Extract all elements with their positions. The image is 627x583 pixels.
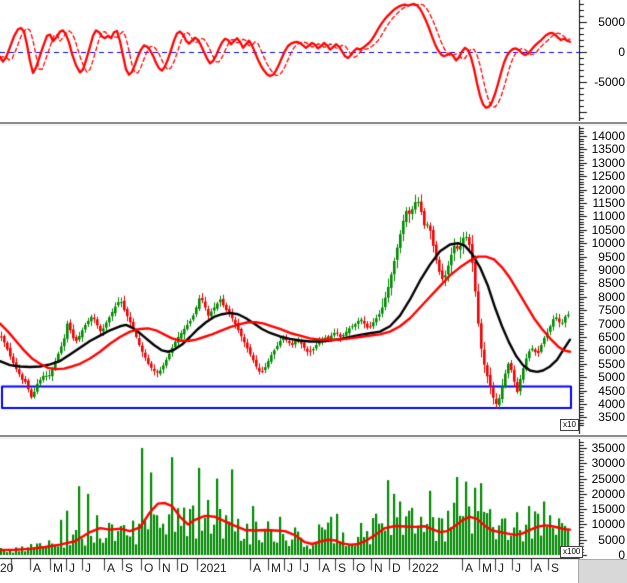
x-axis-label: O bbox=[356, 561, 366, 575]
price-ytick-label: 12500 bbox=[591, 169, 625, 184]
panel-splitter-top[interactable] bbox=[0, 121, 627, 126]
x-axis-label: 2022 bbox=[412, 561, 439, 575]
x-axis-label: A bbox=[322, 561, 331, 575]
x-axis-label: N bbox=[162, 561, 171, 575]
bottom-right-corner bbox=[578, 559, 627, 583]
x-axis-label: S bbox=[551, 561, 560, 575]
price-ytick-label: 13500 bbox=[591, 142, 625, 157]
volume-ytick-label: 20000 bbox=[591, 486, 625, 501]
oscillator-ytick-label: -5000 bbox=[594, 75, 625, 89]
price-ytick-label: 7500 bbox=[598, 303, 625, 318]
x-axis-label: O bbox=[144, 561, 154, 575]
x-axis-label: J bbox=[303, 561, 309, 575]
x-axis-label: D bbox=[180, 561, 189, 575]
volume-unit-label: x100 bbox=[560, 546, 584, 558]
volume-ytick-label: 30000 bbox=[591, 456, 625, 471]
price-ytick-label: 10500 bbox=[591, 222, 625, 237]
x-axis-label: J bbox=[515, 561, 521, 575]
price-ytick-label: 12000 bbox=[591, 182, 625, 197]
x-axis-label: A bbox=[534, 561, 543, 575]
price-ytick-label: 8000 bbox=[598, 289, 625, 304]
volume-ytick-label: 25000 bbox=[591, 471, 625, 486]
x-axis-label: A bbox=[253, 561, 262, 575]
price-ytick-label: 11000 bbox=[592, 209, 625, 224]
x-axis-label: S bbox=[125, 561, 134, 575]
price-ytick-label: 4000 bbox=[598, 397, 625, 411]
price-ytick-label: 5000 bbox=[598, 370, 625, 385]
price-ytick-label: 14000 bbox=[591, 129, 625, 143]
x-axis-label: 2021 bbox=[200, 561, 227, 575]
price-ytick-label: 6000 bbox=[598, 343, 625, 358]
price-ytick-label: 5500 bbox=[598, 356, 625, 371]
x-axis-label: A bbox=[465, 561, 474, 575]
price-ytick-label: 3500 bbox=[598, 410, 625, 425]
x-axis-label: M bbox=[53, 561, 63, 575]
price-ytick-label: 9500 bbox=[598, 249, 625, 264]
volume-ytick-label: 10000 bbox=[591, 517, 625, 532]
oscillator-ytick-label: 5000 bbox=[598, 15, 625, 29]
price-ytick-label: 10000 bbox=[591, 236, 625, 251]
volume-ytick-label: 15000 bbox=[591, 502, 625, 517]
x-axis-label: 20 bbox=[0, 561, 14, 575]
volume-ytick-label: 0 bbox=[618, 548, 625, 562]
x-axis-label: M bbox=[271, 561, 281, 575]
price-ytick-label: 6500 bbox=[598, 330, 625, 344]
volume-ytick-label: 5000 bbox=[598, 532, 625, 547]
x-axis-label: N bbox=[374, 561, 383, 575]
price-ytick-label: 4500 bbox=[598, 383, 625, 398]
price-unit-label: x10 bbox=[560, 419, 579, 431]
x-axis-label: J bbox=[498, 561, 504, 575]
price-ytick-label: 7000 bbox=[598, 316, 625, 331]
x-axis-label: J bbox=[85, 561, 91, 575]
x-axis-label: A bbox=[107, 561, 116, 575]
price-ytick-label: 9000 bbox=[598, 263, 625, 277]
x-axis-label: M bbox=[482, 561, 492, 575]
panel-splitter-bottom[interactable] bbox=[0, 434, 627, 439]
price-ytick-label: 8500 bbox=[598, 276, 625, 291]
x-axis-label: J bbox=[287, 561, 293, 575]
x-axis-label: J bbox=[69, 561, 75, 575]
price-ytick-label: 11500 bbox=[592, 196, 625, 210]
volume-ytick-label: 35000 bbox=[591, 441, 625, 455]
x-axis-label: S bbox=[338, 561, 347, 575]
oscillator-ytick-label: 0 bbox=[618, 45, 625, 59]
x-axis-label: A bbox=[33, 561, 42, 575]
price-ytick-label: 13000 bbox=[591, 155, 625, 170]
x-axis-label: D bbox=[392, 561, 401, 575]
